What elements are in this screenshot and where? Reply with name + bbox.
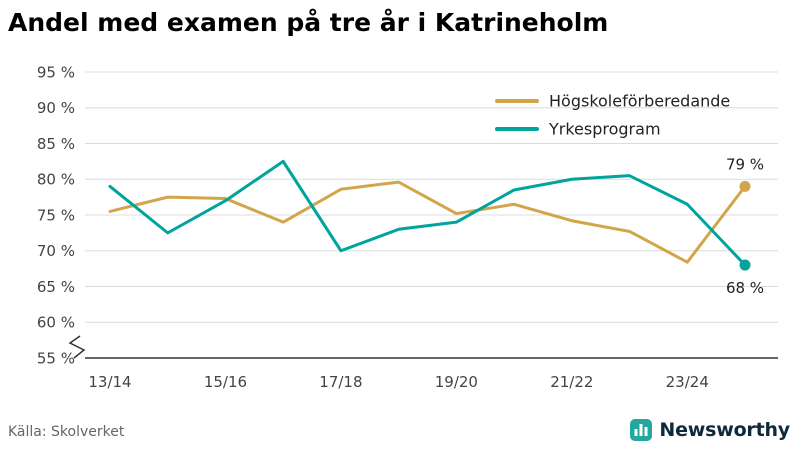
newsworthy-icon (630, 419, 653, 441)
y-tick-label: 85 % (37, 135, 75, 153)
end-marker (739, 180, 751, 192)
y-tick-label: 90 % (37, 99, 75, 117)
series-line (108, 159, 747, 267)
y-tick-label: 70 % (37, 242, 75, 260)
newsworthy-wordmark: Newsworthy (659, 419, 790, 441)
legend-label: Yrkesprogram (548, 120, 661, 139)
line-chart: 55 % 60 % 65 % 70 % 75 % 80 % 85 % 90 % 95 % 13/1… (37, 63, 778, 391)
y-axis-break (68, 335, 86, 359)
legend-label: Högskoleförberedande (549, 92, 730, 111)
y-tick-label: 60 % (37, 314, 75, 332)
x-tick-label: 19/20 (435, 373, 478, 391)
end-label: 79 % (726, 155, 764, 173)
x-tick-label: 13/14 (88, 373, 131, 391)
x-tick-label: 21/22 (550, 373, 593, 391)
y-tick-label: 75 % (37, 206, 75, 224)
end-marker (739, 259, 751, 271)
end-label: 68 % (726, 279, 764, 297)
series-line (108, 180, 747, 264)
x-tick-label: 23/24 (666, 373, 709, 391)
y-tick-label: 80 % (37, 171, 75, 189)
x-tick-label: 17/18 (319, 373, 362, 391)
y-tick-label: 65 % (37, 278, 75, 296)
source-note: Källa: Skolverket (8, 424, 125, 440)
newsworthy-logo: Newsworthy (629, 418, 790, 442)
y-tick-label: 95 % (37, 63, 75, 81)
x-tick-label: 15/16 (204, 373, 247, 391)
chart-title: Andel med examen på tre år i Katrineholm (8, 8, 609, 37)
y-tick-label: 55 % (37, 349, 75, 367)
